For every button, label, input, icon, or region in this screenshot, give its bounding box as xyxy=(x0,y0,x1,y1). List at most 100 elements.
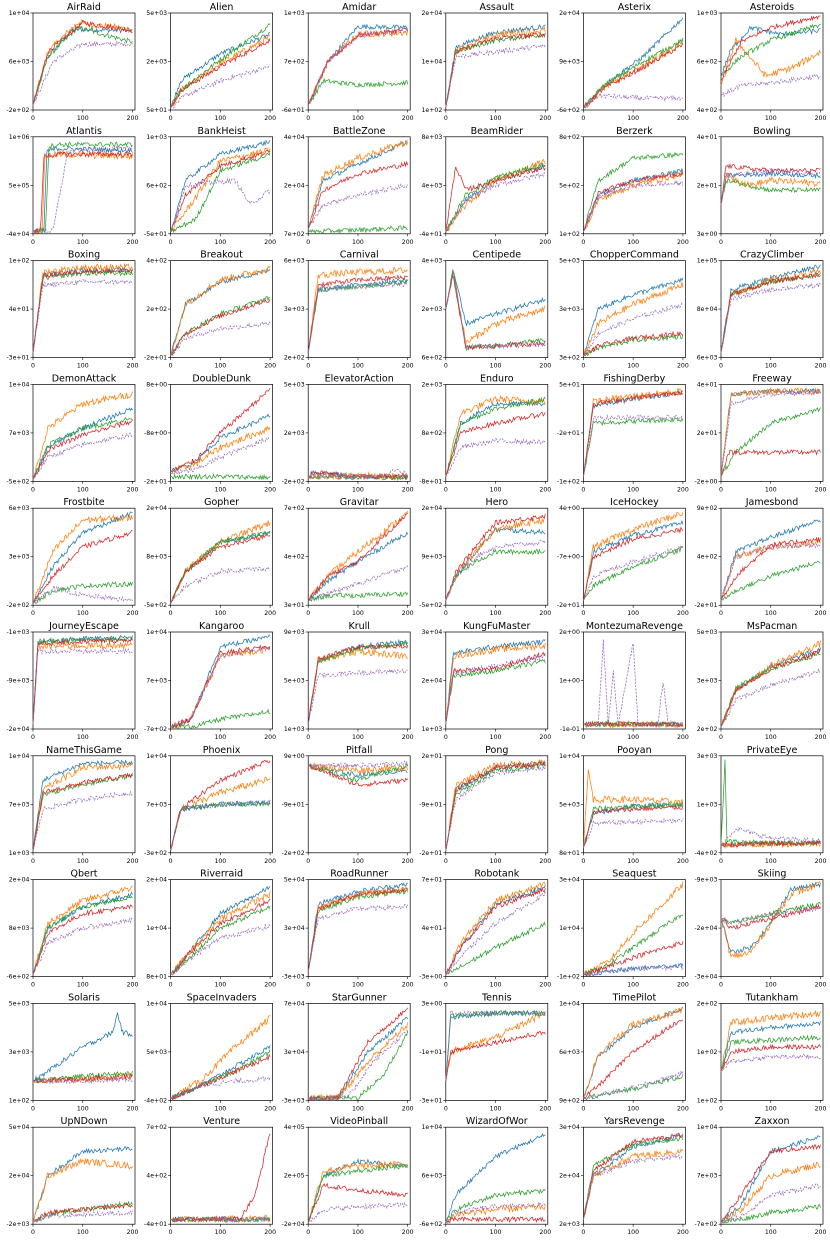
x-tick-label: 200 xyxy=(815,734,827,741)
series-line-0 xyxy=(32,1146,133,1223)
x-tick-label: 200 xyxy=(127,858,139,865)
panel-title: ChopperCommand xyxy=(590,250,679,261)
panel-title: BattleZone xyxy=(333,126,386,137)
series-line-1 xyxy=(720,268,821,353)
series-line-1 xyxy=(445,516,546,601)
x-tick-label: 200 xyxy=(815,363,827,370)
series-line-3 xyxy=(32,419,133,480)
x-tick-label: 200 xyxy=(402,982,414,989)
series-line-3 xyxy=(170,898,271,975)
chart-panel-riverraid: Riverraid 2e+04 1e+04 8e+010 100 200 xyxy=(146,869,276,989)
chart-panel-bowling: Bowling 4e+01 2e+01 3e+000 100 200 xyxy=(697,126,827,246)
series-line-1 xyxy=(445,758,546,851)
chart-panel-wizardofwor: WizardOfWor 1e+04 6e+03 -6e+020 100 200 xyxy=(419,1116,551,1236)
y-tick-label: -2e+02 xyxy=(282,478,305,485)
series-line-3 xyxy=(170,1133,271,1223)
x-tick-label: 0 xyxy=(719,115,723,122)
x-tick-label: 200 xyxy=(127,486,139,493)
series-line-3 xyxy=(307,512,409,601)
x-tick-label: 0 xyxy=(581,1229,585,1236)
x-tick-label: 0 xyxy=(31,1229,35,1236)
series-line-4 xyxy=(445,539,546,601)
x-tick-label: 200 xyxy=(127,239,139,246)
x-tick-label: 100 xyxy=(214,982,226,989)
chart-panel-asterix: Asterix 2e+04 9e+03 -6e+020 100 200 xyxy=(557,2,689,122)
chart-panel-demonattack: DemonAttack 1e+04 7e+03 -5e+020 100 200 xyxy=(6,373,138,493)
series-line-3 xyxy=(170,298,271,356)
series-line-2 xyxy=(170,905,271,975)
series-line-1 xyxy=(308,471,409,481)
x-tick-label: 100 xyxy=(627,486,639,493)
series-line-1 xyxy=(720,37,821,86)
series-line-2 xyxy=(32,25,133,106)
series-line-4 xyxy=(32,40,133,106)
x-tick-label: 200 xyxy=(127,363,139,370)
y-tick-label: -4e+02 xyxy=(144,1097,167,1104)
x-tick-label: 200 xyxy=(127,1229,139,1236)
series-line-2 xyxy=(445,33,546,108)
y-tick-label: 7e+01 xyxy=(421,877,442,884)
panel-title: VideoPinball xyxy=(330,1116,388,1127)
x-tick-label: 0 xyxy=(581,1105,585,1112)
series-line-4 xyxy=(583,544,684,601)
chart-panel-gopher: Gopher 2e+04 8e+03 -5e+020 100 200 xyxy=(144,497,276,617)
x-tick-label: 100 xyxy=(352,115,364,122)
y-tick-label: 4e+01 xyxy=(9,306,30,313)
y-tick-label: 4e+03 xyxy=(421,182,442,189)
series-line-4 xyxy=(32,917,133,975)
series-line-2 xyxy=(32,1201,133,1223)
y-tick-label: -1e+02 xyxy=(557,974,580,981)
series-line-3 xyxy=(32,904,133,975)
series-line-2 xyxy=(720,1203,821,1224)
series-line-1 xyxy=(583,1148,684,1220)
x-tick-label: 0 xyxy=(169,858,173,865)
x-tick-label: 0 xyxy=(306,982,310,989)
series-line-4 xyxy=(583,817,684,849)
series-line-0 xyxy=(583,277,684,356)
x-tick-label: 0 xyxy=(444,363,448,370)
y-tick-label: -5e+01 xyxy=(144,231,167,238)
series-line-0 xyxy=(32,1012,133,1082)
x-tick-label: 100 xyxy=(627,1105,639,1112)
y-tick-label: -7e+00 xyxy=(557,554,580,561)
series-line-1 xyxy=(170,425,271,474)
x-tick-label: 0 xyxy=(31,363,35,370)
x-tick-label: 200 xyxy=(677,115,689,122)
x-tick-label: 0 xyxy=(719,239,723,246)
chart-panel-montezumarevenge: MontezumaRevenge 2e+00 1e+00 -1e-010 100 200 xyxy=(559,621,689,741)
x-tick-label: 100 xyxy=(765,1105,777,1112)
x-tick-label: 100 xyxy=(627,1229,639,1236)
series-line-4 xyxy=(583,1070,684,1101)
chart-panel-centipede: Centipede 4e+03 2e+03 6e+020 100 200 xyxy=(421,250,551,370)
x-tick-label: 200 xyxy=(815,1105,827,1112)
x-tick-label: 100 xyxy=(352,734,364,741)
x-tick-label: 0 xyxy=(719,734,723,741)
series-line-0 xyxy=(32,266,133,353)
panel-title: Bowling xyxy=(753,126,790,137)
x-tick-label: 100 xyxy=(77,982,89,989)
series-line-1 xyxy=(445,881,546,975)
panel-title: ElevatorAction xyxy=(325,373,394,384)
y-tick-label: 4e+04 xyxy=(284,134,305,141)
x-tick-label: 0 xyxy=(306,610,310,617)
series-line-1 xyxy=(170,890,271,976)
series-line-4 xyxy=(583,639,684,728)
x-tick-label: 0 xyxy=(719,486,723,493)
panel-title: Gravitar xyxy=(340,497,379,508)
series-line-2 xyxy=(170,1049,271,1101)
panel-title: Centipede xyxy=(472,250,521,261)
y-tick-label: 3e+03 xyxy=(284,306,305,313)
plot-frame xyxy=(32,260,136,358)
x-tick-label: 100 xyxy=(214,115,226,122)
x-tick-label: 200 xyxy=(539,239,551,246)
y-tick-label: 2e+04 xyxy=(146,877,167,884)
series-line-1 xyxy=(445,26,546,108)
series-line-2 xyxy=(583,914,684,976)
panel-title: Skiing xyxy=(758,869,787,880)
series-line-4 xyxy=(720,905,821,925)
series-line-3 xyxy=(720,272,821,353)
x-tick-label: 0 xyxy=(444,115,448,122)
series-line-1 xyxy=(170,147,271,233)
chart-panel-boxing: Boxing 1e+02 4e+01 -3e+010 100 200 xyxy=(6,250,138,370)
x-tick-label: 100 xyxy=(490,363,502,370)
